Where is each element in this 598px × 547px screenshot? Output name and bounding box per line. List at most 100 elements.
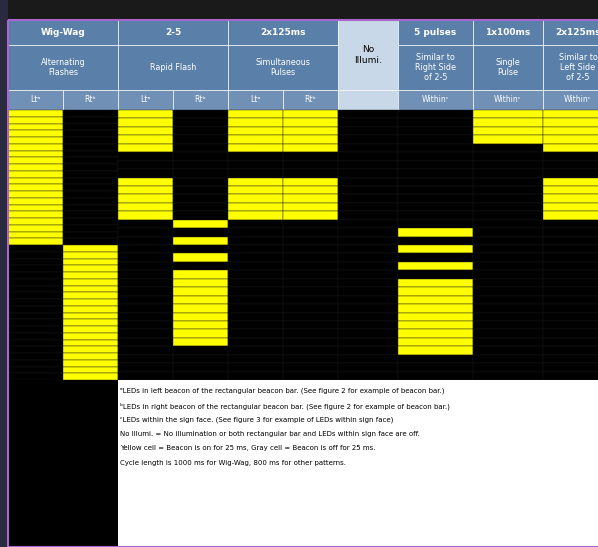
Bar xyxy=(473,262,543,270)
Bar xyxy=(398,295,473,304)
Bar xyxy=(228,270,283,279)
Bar xyxy=(543,20,598,45)
Bar xyxy=(283,152,338,161)
Bar xyxy=(283,321,338,329)
Bar xyxy=(63,117,118,124)
Bar xyxy=(473,220,543,228)
Bar xyxy=(543,110,598,119)
Bar xyxy=(283,346,338,354)
Bar xyxy=(118,295,173,304)
Bar xyxy=(118,186,173,194)
Bar xyxy=(118,287,173,295)
Bar xyxy=(173,279,228,287)
Bar xyxy=(338,127,398,135)
Text: Ltᵃ: Ltᵃ xyxy=(251,96,261,104)
Bar xyxy=(8,265,63,272)
Bar xyxy=(63,110,118,117)
Bar xyxy=(118,245,173,253)
Bar xyxy=(8,110,63,117)
Bar xyxy=(398,203,473,211)
Bar xyxy=(8,20,118,45)
Bar xyxy=(338,135,398,144)
Bar xyxy=(398,245,473,253)
Bar xyxy=(173,203,228,211)
Bar xyxy=(63,144,118,150)
Bar xyxy=(283,119,338,127)
Bar xyxy=(118,161,173,169)
Bar xyxy=(228,262,283,270)
Bar xyxy=(173,110,228,119)
Bar xyxy=(543,203,598,211)
Text: Yellow cell = Beacon is on for 25 ms, Gray cell = Beacon is off for 25 ms.: Yellow cell = Beacon is on for 25 ms, Gr… xyxy=(120,445,376,451)
Bar xyxy=(63,238,118,245)
Bar xyxy=(63,231,118,238)
Bar xyxy=(473,228,543,236)
Bar xyxy=(228,253,283,262)
Bar xyxy=(338,161,398,169)
Bar xyxy=(473,135,543,144)
Bar xyxy=(338,169,398,177)
Bar xyxy=(283,194,338,203)
Bar xyxy=(473,161,543,169)
Bar xyxy=(118,371,173,380)
Bar xyxy=(8,117,63,124)
Bar xyxy=(173,329,228,338)
Bar xyxy=(473,152,543,161)
Bar xyxy=(283,144,338,152)
Bar xyxy=(173,253,228,262)
Bar xyxy=(473,245,543,253)
Bar xyxy=(283,371,338,380)
Bar xyxy=(228,169,283,177)
Bar xyxy=(63,333,118,340)
Bar xyxy=(63,373,118,380)
Bar xyxy=(63,353,118,360)
Bar xyxy=(338,262,398,270)
Bar xyxy=(543,329,598,338)
Bar xyxy=(118,321,173,329)
Bar xyxy=(8,90,63,110)
Bar xyxy=(543,371,598,380)
Bar xyxy=(398,338,473,346)
Bar xyxy=(398,152,473,161)
Bar xyxy=(173,236,228,245)
Bar xyxy=(283,245,338,253)
Bar xyxy=(543,228,598,236)
Bar xyxy=(8,373,63,380)
Bar xyxy=(8,45,118,90)
Bar xyxy=(63,218,118,225)
Bar xyxy=(8,286,63,292)
Bar xyxy=(228,329,283,338)
Bar xyxy=(63,205,118,211)
Bar xyxy=(173,354,228,363)
Text: Wig-Wag: Wig-Wag xyxy=(41,28,86,37)
Bar xyxy=(398,287,473,295)
Bar xyxy=(338,287,398,295)
Bar xyxy=(8,171,63,177)
Bar xyxy=(338,236,398,245)
Bar xyxy=(228,295,283,304)
Bar xyxy=(118,169,173,177)
Bar xyxy=(63,299,118,306)
Bar xyxy=(283,253,338,262)
Bar xyxy=(8,198,63,205)
Bar xyxy=(338,304,398,312)
Bar xyxy=(473,329,543,338)
Bar xyxy=(8,144,63,150)
Bar xyxy=(228,228,283,236)
Bar xyxy=(398,236,473,245)
Bar xyxy=(398,228,473,236)
Text: Withinᶜ: Withinᶜ xyxy=(422,96,449,104)
Bar xyxy=(283,236,338,245)
Text: 2-5: 2-5 xyxy=(165,28,181,37)
Bar xyxy=(8,279,63,286)
Bar xyxy=(543,253,598,262)
Bar xyxy=(118,279,173,287)
Bar xyxy=(228,304,283,312)
Bar xyxy=(398,169,473,177)
Bar xyxy=(398,329,473,338)
Bar xyxy=(283,220,338,228)
Bar xyxy=(543,245,598,253)
Bar xyxy=(173,245,228,253)
Bar xyxy=(228,203,283,211)
Text: Similar to
Right Side
of 2-5: Similar to Right Side of 2-5 xyxy=(415,53,456,83)
